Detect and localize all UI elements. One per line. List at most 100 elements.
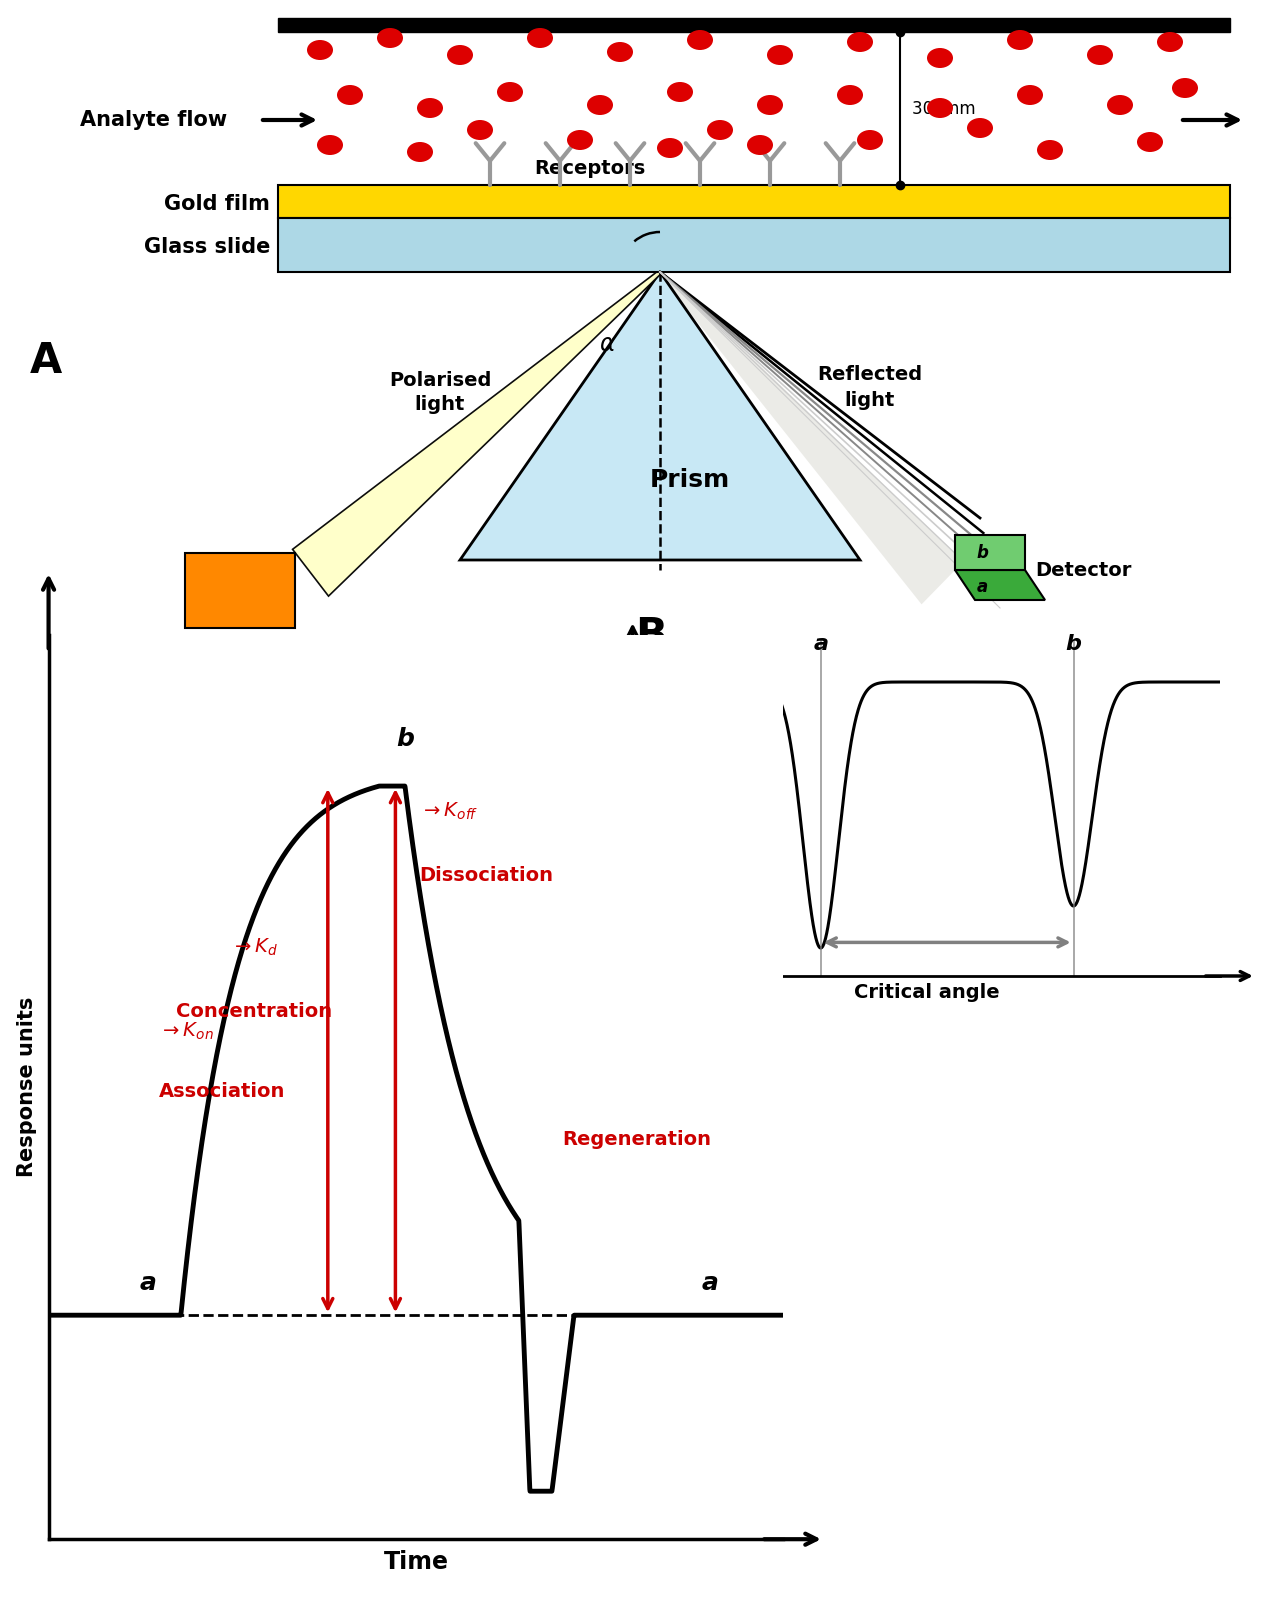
Ellipse shape: [447, 45, 473, 66]
Polygon shape: [460, 272, 860, 560]
Ellipse shape: [1107, 94, 1134, 115]
Ellipse shape: [1088, 45, 1113, 66]
Ellipse shape: [100, 1005, 114, 1014]
Ellipse shape: [707, 120, 734, 141]
Polygon shape: [658, 270, 964, 605]
Ellipse shape: [667, 82, 693, 102]
Text: $\rightarrow K_d$: $\rightarrow K_d$: [230, 936, 279, 958]
Ellipse shape: [346, 685, 359, 694]
Text: Concentration: Concentration: [176, 1002, 332, 1021]
Ellipse shape: [587, 94, 613, 115]
Ellipse shape: [645, 1029, 658, 1038]
Ellipse shape: [657, 138, 682, 158]
Y-axis label: Response units: Response units: [18, 997, 37, 1178]
Bar: [279, 186, 1229, 218]
Text: Dissociation: Dissociation: [419, 866, 553, 885]
Text: Polarised: Polarised: [389, 371, 491, 389]
Text: b: b: [976, 544, 988, 562]
Text: 300 nm: 300 nm: [912, 99, 975, 117]
Bar: [91, 1443, 226, 1458]
Ellipse shape: [1157, 32, 1183, 51]
Ellipse shape: [337, 85, 363, 106]
Ellipse shape: [748, 134, 773, 155]
Ellipse shape: [406, 142, 433, 162]
Ellipse shape: [967, 118, 993, 138]
X-axis label: Time: Time: [383, 1550, 449, 1574]
Y-axis label: Intensity: Intensity: [610, 758, 629, 858]
Ellipse shape: [369, 685, 382, 694]
Bar: [279, 218, 1229, 272]
Ellipse shape: [317, 134, 343, 155]
Ellipse shape: [466, 120, 493, 141]
Ellipse shape: [399, 638, 412, 648]
Ellipse shape: [1017, 85, 1043, 106]
Ellipse shape: [102, 960, 115, 970]
Text: light: light: [415, 395, 465, 414]
Bar: [185, 552, 295, 627]
Text: Glass slide: Glass slide: [143, 237, 270, 258]
Ellipse shape: [1172, 78, 1197, 98]
Ellipse shape: [415, 638, 428, 648]
Ellipse shape: [350, 638, 363, 648]
Ellipse shape: [567, 130, 593, 150]
Ellipse shape: [178, 960, 190, 970]
Text: A: A: [29, 341, 63, 382]
Text: light: light: [845, 390, 895, 410]
Text: $\rightarrow K_{on}$: $\rightarrow K_{on}$: [158, 1021, 213, 1042]
Ellipse shape: [837, 85, 863, 106]
Ellipse shape: [367, 638, 380, 648]
Ellipse shape: [847, 32, 873, 51]
Text: Regeneration: Regeneration: [562, 1130, 711, 1149]
X-axis label: Critical angle: Critical angle: [854, 982, 999, 1002]
Bar: [293, 715, 437, 730]
Ellipse shape: [1007, 30, 1033, 50]
Bar: [91, 1035, 226, 1050]
Ellipse shape: [633, 982, 647, 992]
Ellipse shape: [127, 1005, 139, 1014]
Text: a: a: [976, 578, 988, 595]
Text: B: B: [635, 614, 667, 658]
Ellipse shape: [527, 27, 553, 48]
Ellipse shape: [307, 40, 334, 59]
Bar: [532, 1059, 667, 1074]
Ellipse shape: [377, 27, 403, 48]
Ellipse shape: [300, 638, 313, 648]
Bar: [606, 1443, 741, 1458]
Ellipse shape: [607, 42, 633, 62]
Text: Detector: Detector: [1035, 560, 1131, 579]
Ellipse shape: [553, 982, 566, 992]
Text: b: b: [1066, 634, 1081, 654]
Ellipse shape: [334, 638, 346, 648]
Ellipse shape: [317, 638, 330, 648]
Text: Analyte flow: Analyte flow: [81, 110, 227, 130]
Text: a: a: [702, 1270, 718, 1296]
Ellipse shape: [593, 982, 606, 992]
Text: Prism: Prism: [651, 467, 730, 493]
Ellipse shape: [1036, 141, 1063, 160]
Ellipse shape: [757, 94, 783, 115]
Ellipse shape: [152, 960, 165, 970]
Text: Receptors: Receptors: [534, 158, 645, 178]
Ellipse shape: [417, 98, 443, 118]
Polygon shape: [955, 570, 1045, 600]
Bar: [279, 18, 1229, 32]
Ellipse shape: [1137, 133, 1163, 152]
Ellipse shape: [688, 30, 713, 50]
Text: Reflected: Reflected: [818, 365, 923, 384]
Ellipse shape: [858, 130, 883, 150]
Text: $\alpha$: $\alpha$: [599, 333, 616, 357]
Text: a: a: [139, 1270, 156, 1296]
Polygon shape: [293, 270, 661, 597]
Ellipse shape: [927, 98, 953, 118]
Ellipse shape: [323, 685, 337, 694]
Ellipse shape: [497, 82, 523, 102]
Text: Light: Light: [212, 643, 268, 661]
Ellipse shape: [382, 638, 396, 648]
Text: a: a: [813, 634, 828, 654]
Ellipse shape: [392, 685, 405, 694]
Ellipse shape: [128, 960, 141, 970]
Ellipse shape: [927, 48, 953, 67]
Text: source: source: [203, 666, 277, 685]
Ellipse shape: [620, 1029, 633, 1038]
Ellipse shape: [202, 960, 215, 970]
